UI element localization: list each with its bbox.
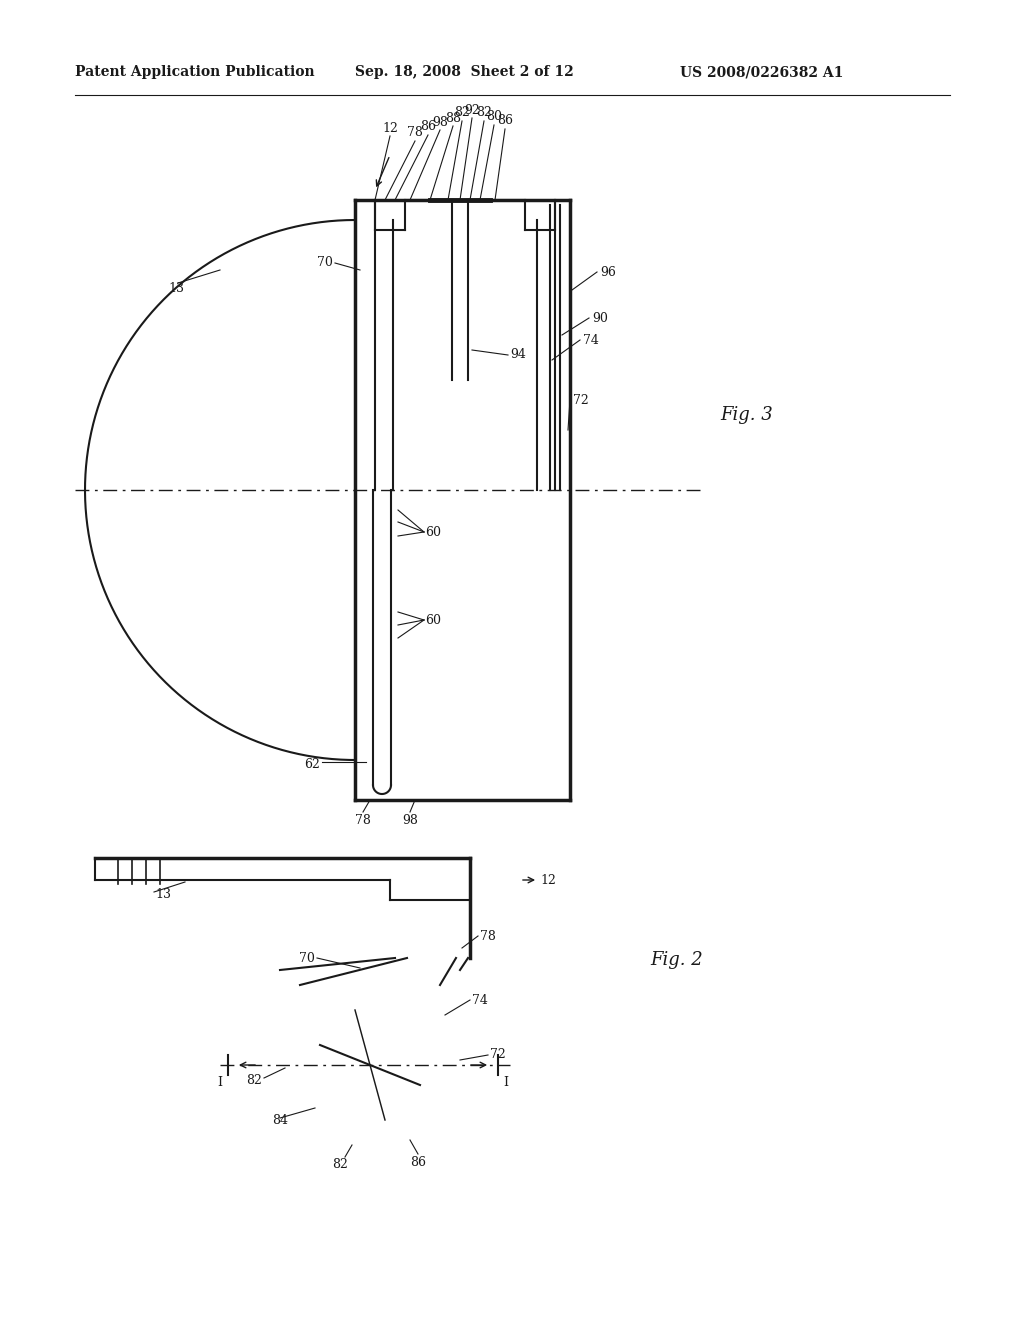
Text: 12: 12	[540, 874, 556, 887]
Text: 82: 82	[454, 107, 470, 120]
Text: 13: 13	[155, 888, 171, 902]
Text: US 2008/0226382 A1: US 2008/0226382 A1	[680, 65, 844, 79]
Bar	[541, 201, 549, 213]
Bar	[551, 201, 559, 213]
Text: Sep. 18, 2008  Sheet 2 of 12: Sep. 18, 2008 Sheet 2 of 12	[355, 65, 573, 79]
Text: 84: 84	[272, 1114, 288, 1126]
Text: Patent Application Publication: Patent Application Publication	[75, 65, 314, 79]
Text: 60: 60	[425, 614, 441, 627]
Text: 72: 72	[490, 1048, 506, 1061]
Text: 82: 82	[246, 1073, 262, 1086]
Text: 78: 78	[480, 929, 496, 942]
Text: 70: 70	[317, 256, 333, 269]
Text: Fig. 3: Fig. 3	[720, 407, 773, 424]
Text: 60: 60	[425, 525, 441, 539]
Text: 86: 86	[410, 1155, 426, 1168]
Text: 98: 98	[432, 116, 447, 128]
Text: 94: 94	[510, 348, 526, 362]
Text: Fig. 2: Fig. 2	[650, 950, 702, 969]
Text: 72: 72	[573, 393, 589, 407]
Text: 96: 96	[600, 265, 615, 279]
Text: 13: 13	[168, 281, 184, 294]
Text: 88: 88	[445, 111, 461, 124]
Text: 90: 90	[592, 312, 608, 325]
Text: 82: 82	[332, 1159, 348, 1172]
Text: 70: 70	[299, 952, 315, 965]
Bar	[387, 201, 395, 213]
Text: 82: 82	[476, 107, 492, 120]
Text: 92: 92	[464, 103, 480, 116]
Text: 78: 78	[408, 127, 423, 140]
Text: I: I	[504, 1077, 509, 1089]
Text: 80: 80	[486, 111, 502, 124]
Text: 86: 86	[497, 115, 513, 128]
Bar	[377, 201, 385, 213]
Text: 62: 62	[304, 759, 319, 771]
Text: 86: 86	[420, 120, 436, 133]
Text: 78: 78	[355, 813, 371, 826]
Text: 74: 74	[472, 994, 487, 1006]
Text: 74: 74	[583, 334, 599, 346]
Text: 98: 98	[402, 813, 418, 826]
Text: 12: 12	[382, 121, 398, 135]
Text: I: I	[217, 1077, 222, 1089]
